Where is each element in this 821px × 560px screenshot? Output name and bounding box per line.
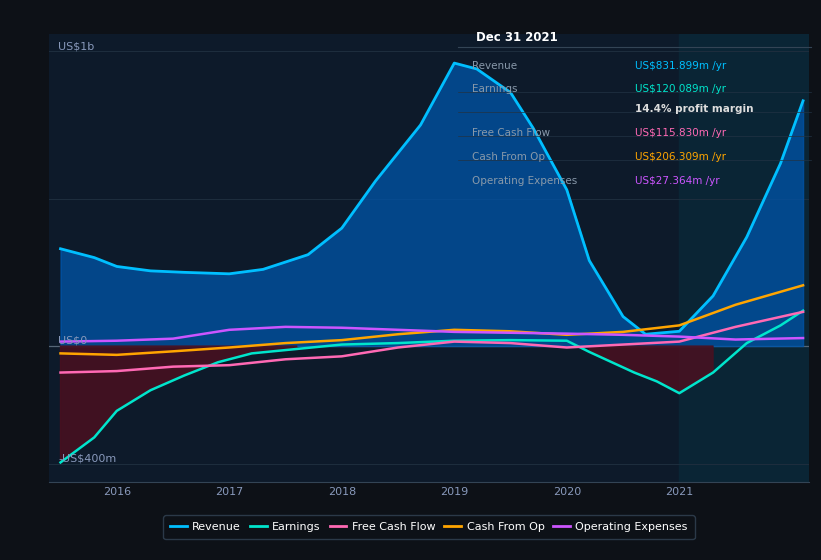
Text: US$0: US$0: [58, 335, 88, 346]
Text: US$27.364m /yr: US$27.364m /yr: [635, 176, 719, 186]
Text: US$1b: US$1b: [58, 41, 94, 52]
Text: Free Cash Flow: Free Cash Flow: [472, 128, 550, 138]
Text: Cash From Op: Cash From Op: [472, 152, 545, 162]
Text: US$206.309m /yr: US$206.309m /yr: [635, 152, 726, 162]
Text: US$115.830m /yr: US$115.830m /yr: [635, 128, 726, 138]
Text: Dec 31 2021: Dec 31 2021: [476, 31, 557, 44]
Text: US$120.089m /yr: US$120.089m /yr: [635, 85, 726, 95]
Legend: Revenue, Earnings, Free Cash Flow, Cash From Op, Operating Expenses: Revenue, Earnings, Free Cash Flow, Cash …: [163, 515, 695, 539]
Text: US$831.899m /yr: US$831.899m /yr: [635, 60, 726, 71]
Bar: [679, 34, 809, 482]
Text: Revenue: Revenue: [472, 60, 517, 71]
Text: Operating Expenses: Operating Expenses: [472, 176, 577, 186]
Text: 14.4% profit margin: 14.4% profit margin: [635, 104, 753, 114]
Text: -US$400m: -US$400m: [58, 454, 117, 463]
Text: Earnings: Earnings: [472, 85, 518, 95]
